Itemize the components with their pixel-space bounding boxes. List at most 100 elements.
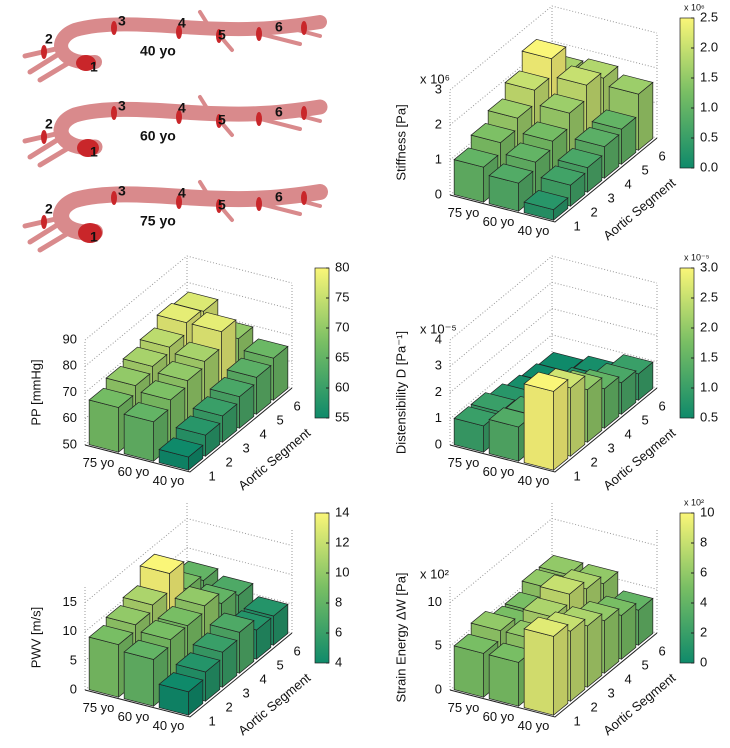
bar-face: [470, 392, 516, 413]
y-tick-label: 4: [625, 671, 632, 686]
bar-face: [504, 70, 550, 91]
y-tick-label: 2: [226, 454, 233, 469]
bar-face: [523, 616, 569, 637]
bar-face: [243, 596, 289, 617]
bar-face: [522, 121, 568, 142]
bar-face: [243, 338, 289, 359]
aortic-root: [78, 223, 102, 243]
y-tick-label: 3: [243, 440, 250, 455]
axis-multiplier: x 10⁻⁵: [420, 321, 457, 336]
bar-face: [570, 618, 586, 702]
aorta-drawing: 1 2 3 4 5 6 60 yo: [22, 95, 328, 168]
z-axis-label: PP [mmHg]: [28, 359, 43, 425]
segment-marker: [256, 197, 262, 211]
x-tick-label: 75 yo: [448, 205, 480, 220]
colorbar-tick-label: 1.0: [700, 379, 718, 394]
z-tick-label: 2: [435, 384, 442, 399]
bar-face: [174, 341, 220, 362]
bar-face: [523, 189, 569, 211]
y-tick-label: 5: [642, 162, 649, 177]
aorta-tube: [198, 10, 322, 52]
colorbar-tick-label: 3.0: [700, 259, 718, 274]
bar-face: [158, 672, 204, 693]
z-tick-label: 5: [70, 652, 77, 667]
bar-face: [523, 628, 554, 716]
segment-marker: [176, 110, 182, 124]
y-tick-label: 1: [209, 468, 216, 483]
colorbar-tick-label: 6: [335, 624, 342, 639]
x-tick-label: 75 yo: [448, 700, 480, 715]
y-axis-label: Aortic Segment: [235, 670, 313, 738]
segment-number: 6: [275, 189, 283, 205]
y-tick-label: 3: [608, 190, 615, 205]
colorbar-tick-label: 75: [335, 289, 349, 304]
y-tick-label: 1: [574, 468, 581, 483]
colorbar-tick-label: 65: [335, 349, 349, 364]
colorbar-tick-label: 0.0: [700, 159, 718, 174]
age-label: 60 yo: [140, 128, 176, 144]
colorbar: [679, 512, 695, 664]
axis-frame: [84, 632, 293, 718]
z-tick-label: 70: [63, 384, 77, 399]
z-tick-label: 0: [435, 436, 442, 451]
aorta-panel: 1 2 3 4 5 6 40 yo 1 2 3 4 5 6 60 yo 1 2 3 4 5 6 75 yo: [22, 10, 328, 253]
bar-face: [157, 605, 203, 627]
colorbar-label: x 10⁻⁵: [684, 252, 710, 262]
colorbar-tick-label: 0: [700, 654, 707, 669]
segment-number: 3: [118, 183, 126, 199]
bar-face: [608, 74, 654, 95]
segment-number: 6: [275, 104, 283, 120]
z-tick-label: 10: [63, 623, 77, 638]
bar-face: [488, 163, 534, 184]
bar-face: [209, 612, 255, 633]
grid-line: [449, 307, 658, 393]
y-tick-label: 2: [591, 454, 598, 469]
y-tick-label: 6: [294, 643, 301, 658]
segment-number: 5: [218, 197, 226, 213]
y-tick-label: 6: [659, 148, 666, 163]
y-tick-label: 1: [574, 713, 581, 728]
aorta-tube: [22, 215, 73, 253]
bar: [123, 402, 169, 462]
bar-face: [123, 413, 154, 462]
segment-marker: [256, 27, 262, 41]
segment-marker: [216, 29, 222, 43]
segment-number: 2: [45, 31, 53, 47]
bar-face: [523, 371, 569, 392]
y-tick-label: 1: [574, 218, 581, 233]
bar-face: [123, 651, 154, 707]
segment-marker: [176, 195, 182, 209]
colorbar-tick-label: 60: [335, 379, 349, 394]
z-tick-label: 90: [63, 331, 77, 346]
bar-face: [139, 327, 185, 348]
bar-face: [453, 633, 499, 654]
colorbar: [314, 512, 330, 664]
bar-face: [88, 387, 134, 408]
y-axis-label: Aortic Segment: [600, 670, 678, 738]
z-tick-label: 5: [435, 638, 442, 653]
axis-frame: [449, 387, 658, 473]
z-tick-label: 15: [63, 594, 77, 609]
segment-number: 1: [90, 144, 98, 160]
x-tick-label: 60 yo: [118, 464, 150, 479]
colorbar-tick-label: 55: [335, 409, 349, 424]
segment-number: 5: [218, 27, 226, 43]
y-tick-label: 5: [642, 412, 649, 427]
z-tick-label: 0: [435, 186, 442, 201]
y-tick-label: 3: [608, 685, 615, 700]
y-axis-label: Aortic Segment: [235, 425, 313, 493]
bar-face: [570, 375, 586, 457]
bar: [523, 189, 569, 221]
bar-face: [470, 122, 516, 144]
colorbar-tick-label: 2: [700, 624, 707, 639]
x-tick-label: 75 yo: [83, 700, 115, 715]
bar-face: [122, 585, 168, 606]
x-tick-label: 40 yo: [518, 223, 550, 238]
bar-face: [175, 415, 221, 436]
colorbar-tick-label: 1.5: [700, 69, 718, 84]
bar-face: [226, 357, 272, 378]
z-axis-label: PWV [m/s]: [28, 607, 43, 668]
colorbar-tick-label: 10: [335, 564, 349, 579]
colorbar-tick-label: 2.0: [700, 39, 718, 54]
